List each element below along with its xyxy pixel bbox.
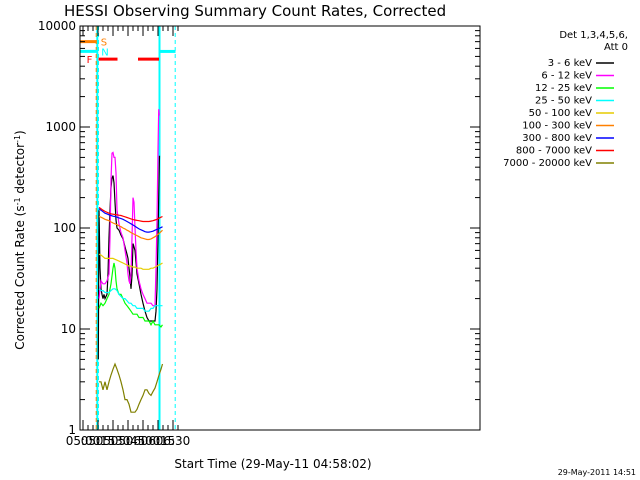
legend-label-2: 12 - 25 keV	[535, 83, 592, 94]
legend-header-line2: Att 0	[604, 42, 628, 53]
chart-title: HESSI Observing Summary Count Rates, Cor…	[64, 2, 446, 20]
legend-label-8: 7000 - 20000 keV	[503, 158, 592, 169]
footer-date: 29-May-2011 14:51	[558, 468, 636, 477]
legend-label-6: 300 - 800 keV	[522, 133, 592, 144]
legend-header-line1: Det 1,3,4,5,6,	[559, 30, 628, 41]
x-tick-label-0: 05:00	[66, 434, 101, 448]
plot-frame	[79, 25, 481, 431]
legend: Det 1,3,4,5,6, Att 0 3 - 6 keV 6 - 12 keV…	[503, 30, 628, 169]
legend-label-7: 800 - 7000 keV	[516, 146, 592, 157]
series-line-8	[99, 362, 164, 413]
x-tick-label-2: 05:30	[96, 434, 131, 448]
segment-label-F: F	[87, 55, 93, 66]
segment-label-S: S	[101, 38, 107, 49]
legend-label-3: 25 - 50 keV	[535, 96, 592, 107]
plot-area: SNF11010010001000005:0005:1505:3005:4506…	[38, 19, 481, 448]
series-line-3	[98, 288, 163, 312]
series-line-7	[98, 206, 163, 223]
legend-label-4: 50 - 100 keV	[529, 108, 593, 119]
x-tick-label-3: 05:45	[111, 434, 146, 448]
y-tick-label-3: 1000	[45, 120, 76, 134]
y-tick-label-2: 100	[53, 221, 76, 235]
x-tick-label-4: 06:00	[126, 434, 161, 448]
series-line-1	[98, 109, 160, 307]
y-axis-label: Corrected Count Rate (s-1 detector-1)	[13, 130, 28, 349]
y-tick-label-0: 1	[68, 423, 76, 437]
x-tick-label-6: 06:30	[156, 434, 191, 448]
y-tick-label-4: 10000	[38, 19, 76, 33]
series-line-2	[98, 262, 163, 328]
legend-label-5: 100 - 300 keV	[522, 121, 592, 132]
legend-label-1: 6 - 12 keV	[541, 71, 592, 82]
series-line-4	[98, 253, 163, 270]
legend-label-0: 3 - 6 keV	[548, 58, 592, 69]
x-tick-label-1: 05:15	[81, 434, 116, 448]
series-line-5	[98, 215, 163, 241]
x-axis-label: Start Time (29-May-11 04:58:02)	[174, 457, 371, 471]
x-tick-label-5: 06:15	[141, 434, 176, 448]
series-line-0	[97, 155, 161, 360]
series-line-6	[98, 208, 163, 233]
y-tick-label-1: 10	[61, 322, 76, 336]
segment-label-N: N	[101, 47, 108, 58]
